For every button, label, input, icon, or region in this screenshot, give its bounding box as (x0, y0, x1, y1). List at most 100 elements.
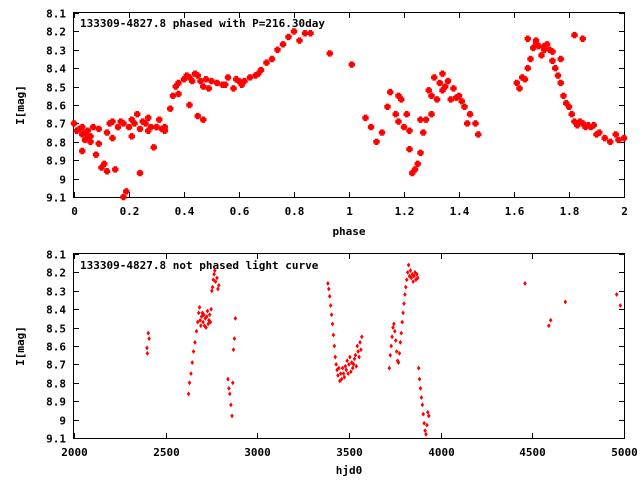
data-point (213, 79, 221, 87)
x-tick-label: 1.8 (560, 205, 580, 218)
y-tick-label: 8.7 (46, 118, 66, 131)
data-point (513, 79, 520, 87)
data-point (450, 85, 457, 92)
y-tick-label: 8.4 (46, 304, 66, 317)
data-point (411, 166, 419, 173)
y-axis-label: I[mag] (14, 326, 27, 366)
data-point (424, 431, 428, 437)
data-point (186, 101, 193, 109)
data-point (521, 76, 529, 83)
data-point (147, 123, 155, 131)
data-point (601, 134, 608, 142)
data-point (101, 160, 108, 168)
data-point (590, 122, 597, 129)
data-point (541, 42, 548, 50)
data-point (417, 116, 424, 123)
plot-frame (73, 253, 625, 439)
data-point (393, 338, 398, 343)
data-point (230, 85, 237, 92)
data-point (190, 360, 195, 365)
x-tick-label: 0 (71, 205, 78, 218)
data-point (436, 79, 443, 87)
data-point (257, 66, 265, 74)
data-point (527, 55, 534, 63)
data-point (620, 134, 628, 142)
data-point (194, 112, 201, 120)
y-tick-label: 8.1 (46, 249, 66, 262)
tick-group: 0 0.2 0.4 0.6 0.8 1 1.2 1.4 1.6 1.8 2 8.1 8.2 8.3 8.4 8… (46, 8, 628, 219)
data-point (95, 140, 102, 147)
data-point (212, 271, 216, 277)
x-axis-label: phase (332, 225, 365, 238)
data-point (355, 343, 360, 349)
data-point (405, 270, 410, 275)
data-point (464, 120, 471, 127)
data-point (563, 299, 568, 305)
data-point (398, 339, 403, 345)
y-tick-label: 8.9 (46, 155, 66, 168)
data-point (142, 120, 149, 127)
data-point (153, 123, 160, 131)
data-point (401, 310, 405, 316)
data-point (356, 349, 360, 354)
data-point (191, 349, 196, 354)
data-point (400, 123, 408, 131)
data-point (455, 92, 463, 99)
data-point (400, 319, 404, 325)
x-tick-label: 1 (346, 205, 353, 218)
y-tick-label: 8.9 (46, 396, 66, 409)
data-point (345, 358, 349, 364)
data-point (114, 123, 122, 131)
data-point (206, 321, 210, 327)
data-point (109, 134, 116, 142)
data-point (199, 314, 204, 319)
data-point (420, 129, 427, 136)
data-point (229, 402, 233, 408)
data-point (359, 347, 363, 353)
data-point (538, 52, 545, 59)
data-point (222, 81, 229, 88)
data-points (70, 28, 628, 201)
data-point (391, 325, 395, 330)
y-tick-label: 9.1 (46, 192, 66, 205)
data-point (426, 409, 430, 415)
data-point (398, 96, 405, 103)
data-point (414, 277, 418, 283)
chart-title: 133309-4827.8 not phased light curve (80, 259, 319, 272)
y-tick-label: 8.1 (46, 8, 66, 21)
data-point (215, 275, 219, 281)
data-point (461, 103, 468, 111)
data-point (326, 281, 330, 286)
data-point (439, 87, 446, 94)
y-axis-label: I[mag] (14, 85, 27, 125)
data-point (123, 188, 130, 195)
data-point (349, 360, 354, 365)
data-point (330, 321, 335, 327)
y-tick-label: 8.4 (46, 63, 66, 76)
y-tick-label: 8.2 (46, 267, 66, 280)
data-point (207, 312, 212, 318)
data-point (554, 72, 562, 79)
data-point (301, 30, 309, 37)
data-point (612, 131, 619, 138)
data-point (227, 385, 231, 391)
data-point (403, 292, 407, 297)
data-point (418, 385, 423, 391)
data-point (417, 376, 422, 382)
data-point (342, 374, 347, 380)
x-tick-label: 2000 (61, 446, 88, 459)
data-point (175, 79, 182, 87)
data-point (607, 138, 614, 145)
phased-light-curve-panel: 133309-4827.8 phased with P=216.30day ph… (14, 8, 628, 239)
data-point (426, 413, 431, 419)
data-point (397, 350, 402, 356)
data-point (523, 281, 527, 286)
data-point (326, 50, 333, 57)
data-point (422, 116, 430, 123)
data-point (233, 316, 238, 321)
data-point (393, 328, 397, 334)
data-point (331, 332, 336, 338)
data-point (205, 85, 212, 92)
data-point (412, 273, 416, 279)
